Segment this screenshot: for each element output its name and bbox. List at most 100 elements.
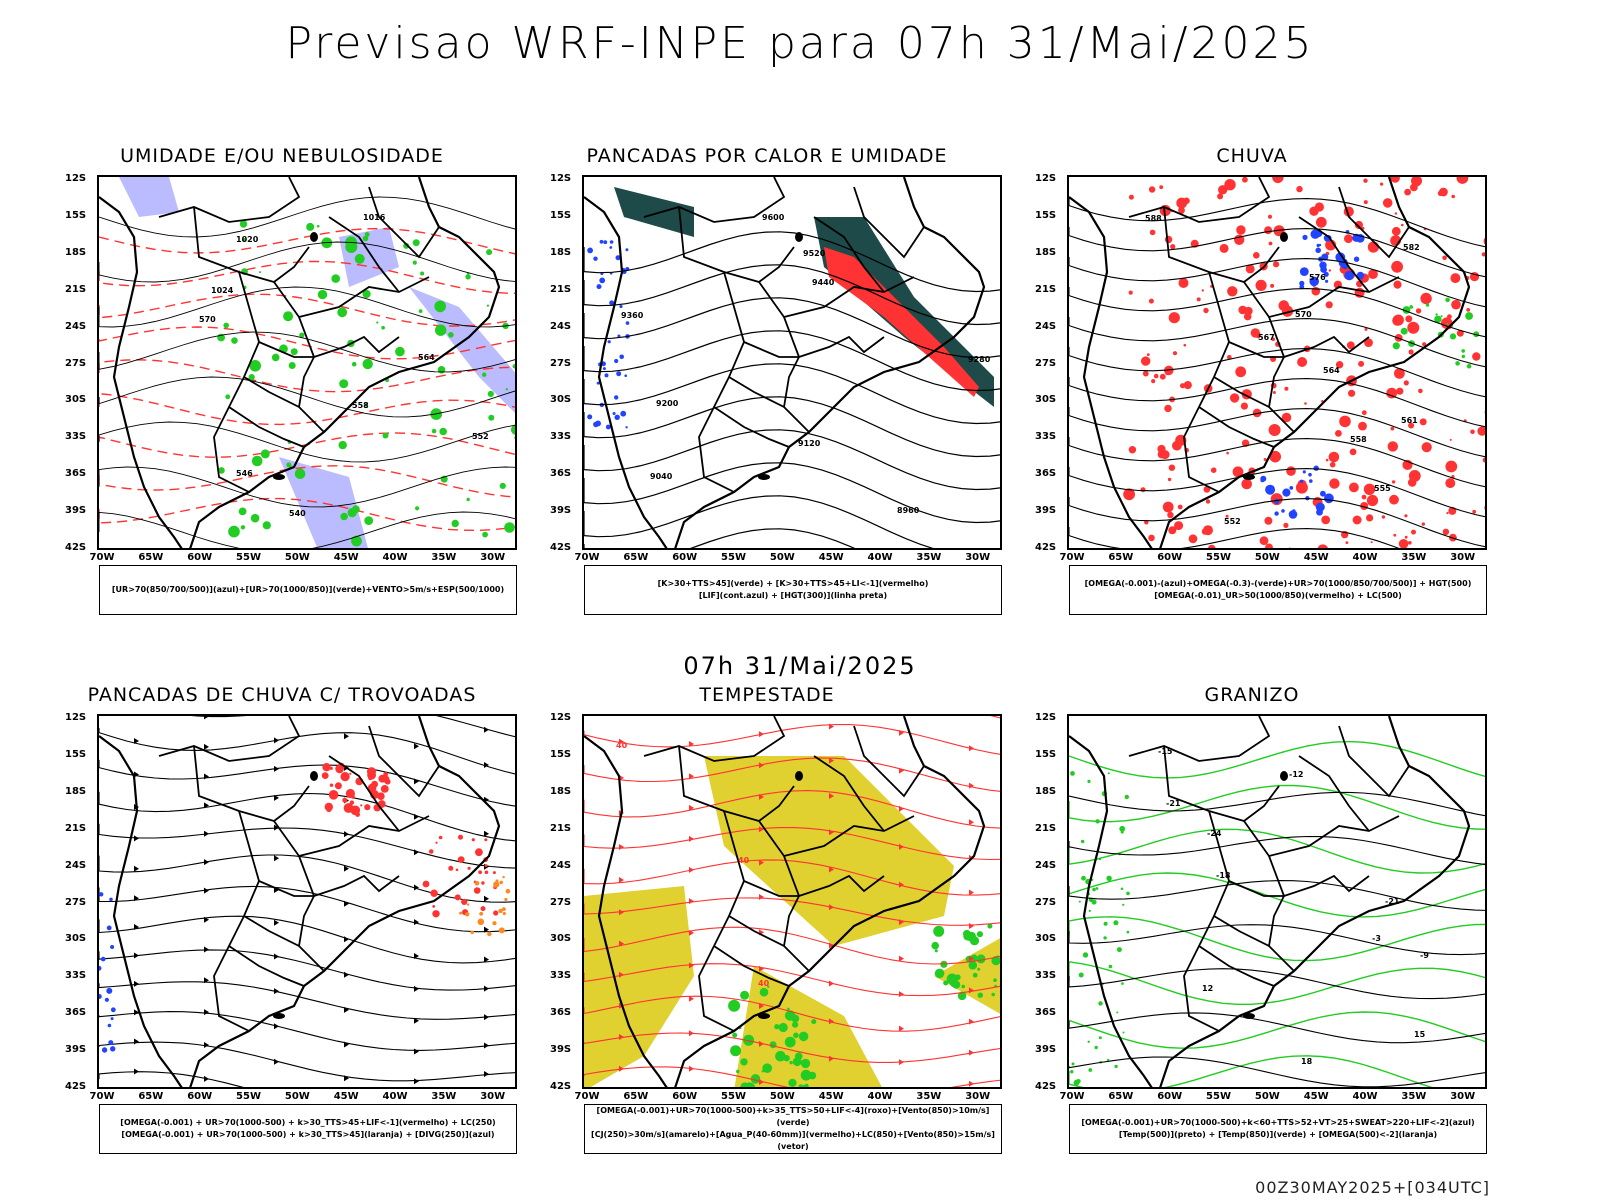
shaded-cell bbox=[1380, 182, 1384, 186]
humidity-shade bbox=[119, 177, 179, 217]
latitude-label: 21S bbox=[1035, 822, 1057, 834]
shaded-cell bbox=[475, 848, 483, 857]
shaded-cell bbox=[1148, 534, 1155, 542]
shaded-cell bbox=[1281, 412, 1292, 423]
latitude-label: 42S bbox=[550, 1081, 572, 1092]
shaded-cell bbox=[499, 880, 504, 885]
shaded-cell bbox=[240, 525, 246, 530]
streamline-arrow bbox=[204, 802, 209, 809]
shaded-cell bbox=[299, 332, 305, 338]
country-border bbox=[298, 815, 430, 857]
contour-label: 9520 bbox=[803, 249, 826, 258]
streamline-arrow bbox=[689, 773, 694, 780]
east-coastline bbox=[674, 716, 986, 1087]
country-border bbox=[193, 745, 310, 822]
longitude-label: 40W bbox=[382, 552, 408, 563]
forecast-time-label: 07h 31/Mai/2025 bbox=[683, 652, 917, 680]
shaded-cell bbox=[1401, 223, 1404, 227]
country-border bbox=[1183, 271, 1230, 493]
shaded-cell bbox=[612, 412, 616, 415]
shaded-cell bbox=[968, 961, 978, 970]
latitude-label: 12S bbox=[1035, 712, 1057, 723]
shaded-cell bbox=[1098, 1036, 1102, 1040]
streamline-arrow bbox=[274, 737, 279, 744]
streamline-arrow bbox=[484, 895, 489, 902]
shaded-cell bbox=[228, 525, 240, 538]
shaded-cell bbox=[1243, 312, 1252, 321]
shaded-cell bbox=[1483, 237, 1485, 245]
shaded-cell bbox=[1408, 541, 1412, 545]
pressure-contour bbox=[99, 196, 515, 238]
contour-label: 40 bbox=[616, 741, 628, 750]
latitude-label: 33S bbox=[65, 431, 87, 443]
longitude-label: 65W bbox=[623, 1091, 649, 1102]
shaded-cell bbox=[730, 1045, 742, 1057]
streamline-arrow bbox=[274, 824, 279, 831]
shaded-cell bbox=[625, 248, 629, 252]
panel-legend: [OMEGA(-0.001)+UR>70(1000-500)+k>35_TTS>… bbox=[584, 1104, 1002, 1154]
temp500-contour bbox=[1069, 1012, 1485, 1044]
shaded-cell bbox=[1446, 323, 1449, 325]
latitude-label: 39S bbox=[65, 505, 87, 517]
map-panel-hail: GRANIZO 12S 15S 18S 21S 24S 27S 30S 33S 36S 39S 42S… bbox=[1017, 684, 1487, 1184]
west-coastline bbox=[1069, 735, 1153, 1087]
shaded-cell bbox=[1367, 241, 1379, 253]
thickness-contour bbox=[99, 465, 515, 498]
streamline-arrow bbox=[689, 898, 694, 905]
streamline bbox=[584, 827, 1000, 861]
shaded-cell bbox=[349, 772, 352, 775]
shaded-cell bbox=[1107, 772, 1110, 775]
shaded-cell bbox=[493, 881, 500, 888]
streamline-arrow bbox=[414, 1078, 419, 1085]
shaded-cell bbox=[993, 978, 997, 982]
shaded-cell bbox=[1314, 202, 1324, 212]
contour-label: 8960 bbox=[897, 506, 920, 515]
country-border bbox=[783, 276, 915, 318]
shaded-cell bbox=[1271, 337, 1275, 341]
shaded-cell bbox=[480, 906, 486, 912]
shaded-cell bbox=[482, 531, 488, 538]
east-coastline bbox=[1159, 716, 1471, 1087]
thickness-contour bbox=[99, 227, 515, 255]
shaded-cell bbox=[505, 388, 508, 391]
latitude-label: 30S bbox=[550, 394, 572, 406]
contour-label: 582 bbox=[1403, 243, 1420, 252]
longitude-label: 50W bbox=[284, 552, 310, 563]
streamline bbox=[584, 963, 1000, 997]
height-contour bbox=[1069, 467, 1485, 518]
shaded-cell bbox=[1091, 899, 1097, 905]
shaded-cell bbox=[1264, 516, 1273, 525]
shaded-cell bbox=[1316, 243, 1320, 248]
shaded-cell bbox=[1245, 264, 1255, 274]
shaded-cell bbox=[477, 918, 485, 926]
contour-label: -12 bbox=[1289, 770, 1303, 779]
shaded-cell bbox=[1283, 522, 1289, 528]
shaded-cell bbox=[1361, 494, 1367, 500]
streamline-arrow bbox=[204, 977, 209, 984]
latitude-label: 36S bbox=[550, 468, 572, 480]
map-area: 40 40 40 bbox=[582, 714, 1002, 1089]
latitude-label: 33S bbox=[1035, 970, 1057, 982]
streamline-arrow bbox=[484, 726, 489, 733]
shaded-cell bbox=[242, 238, 246, 242]
shaded-cell bbox=[249, 360, 261, 372]
streamline bbox=[99, 759, 515, 807]
pressure-contour bbox=[99, 331, 515, 373]
shaded-cell bbox=[1344, 234, 1353, 244]
country-border bbox=[783, 815, 915, 857]
latitude-label: 27S bbox=[65, 896, 87, 908]
shaded-cell bbox=[1309, 276, 1319, 287]
pressure-contour bbox=[99, 286, 515, 328]
streamline bbox=[99, 949, 515, 991]
shaded-cell bbox=[783, 1026, 787, 1031]
shaded-cell bbox=[514, 436, 515, 440]
streamline-arrow bbox=[619, 940, 624, 947]
shaded-cell bbox=[1092, 887, 1096, 892]
longitude-label: 40W bbox=[1352, 1091, 1378, 1102]
shaded-cell bbox=[504, 897, 508, 902]
main-title: Previsao WRF-INPE para 07h 31/Mai/2025 bbox=[285, 18, 1315, 69]
country-border bbox=[698, 271, 745, 493]
shaded-cell bbox=[1289, 486, 1294, 490]
shaded-cell bbox=[486, 304, 489, 307]
shaded-cell bbox=[454, 894, 461, 901]
